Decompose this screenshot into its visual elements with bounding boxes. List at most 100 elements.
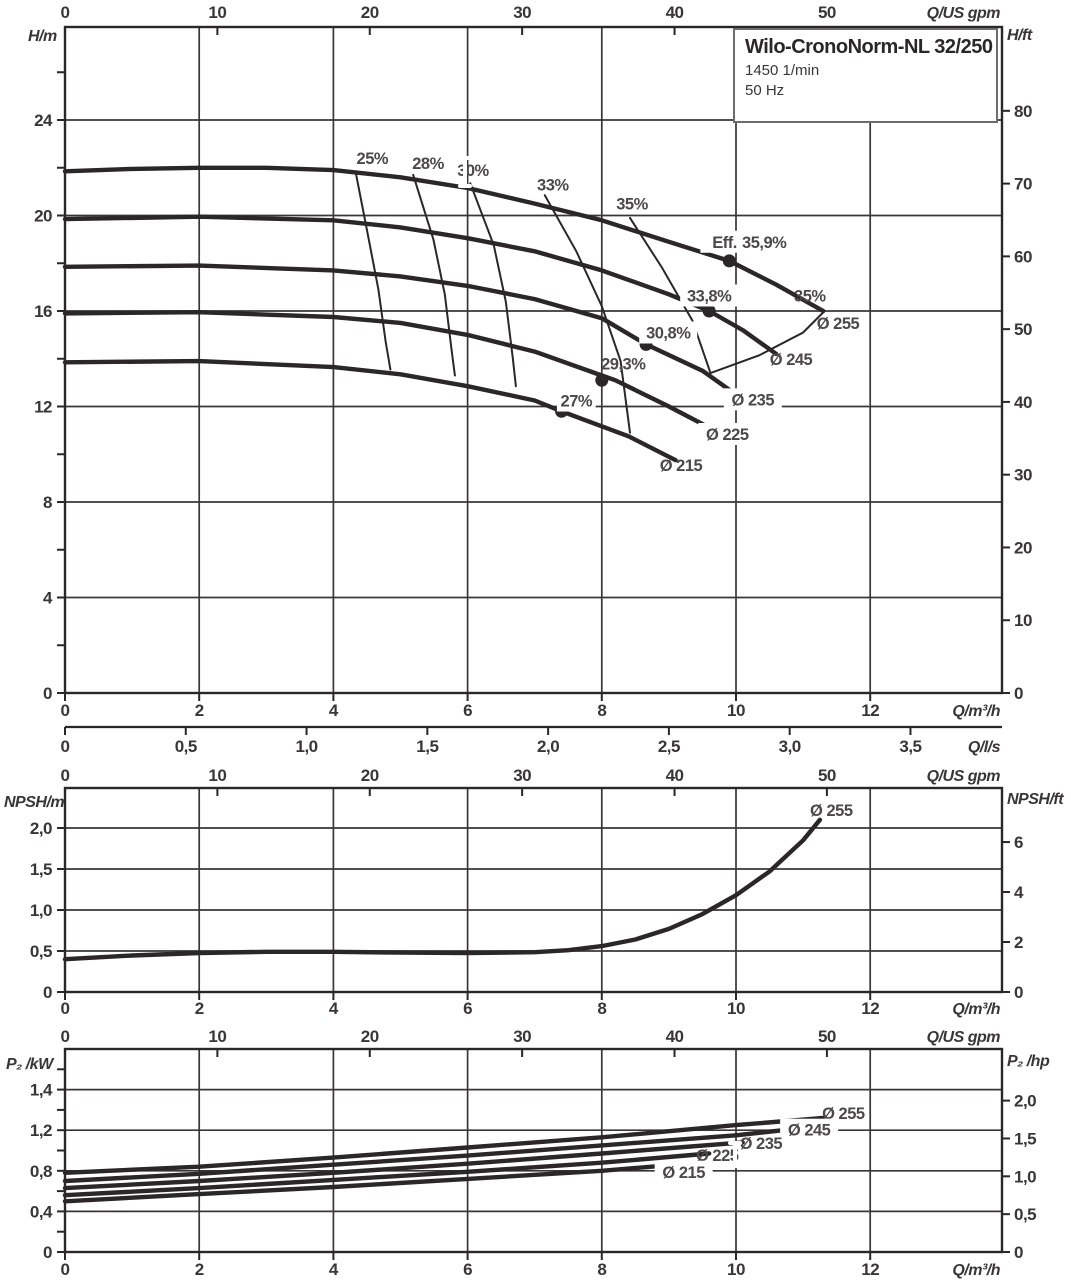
efficiency-point-dot: [702, 304, 716, 318]
annotation-label: 33%: [537, 176, 569, 194]
left-tick-label: 1,0: [30, 901, 52, 920]
bottom-tick-label: 0: [61, 999, 70, 1018]
efficiency-contour: [412, 173, 456, 377]
left-tick-label: 12: [34, 398, 52, 417]
annotation-label: 33,8%: [687, 287, 732, 305]
annotation-label: 30%: [457, 162, 489, 180]
top-tick-label: 10: [208, 3, 226, 22]
right-axis-unit: H/ft: [1007, 27, 1033, 44]
annotation-label: 28%: [412, 155, 444, 173]
top-tick-label: 30: [513, 3, 531, 22]
curve-235: [62, 263, 742, 400]
efficiency-contour: [629, 216, 712, 375]
right-tick-label: 30: [1014, 466, 1032, 485]
annotation-label-box: [780, 1118, 839, 1141]
efficiency-contour: [469, 182, 517, 388]
right-tick-label: 10: [1014, 611, 1032, 630]
bottom-tick-label: 6: [463, 1260, 472, 1279]
annotation-label: Ø 225: [706, 426, 749, 444]
bottom-tick-label: 4: [329, 999, 339, 1018]
bottom-tick-label: 10: [727, 1260, 745, 1279]
ls-tick-label: 3,0: [779, 737, 801, 756]
bottom-tick-label: 2: [195, 701, 204, 720]
efficiency-contour: [709, 310, 826, 375]
top-tick-label: 40: [666, 3, 684, 22]
bottom-tick-label: 12: [861, 701, 879, 720]
bottom-tick-label: 4: [329, 1260, 339, 1279]
ls-axis-unit: Q/l/s: [968, 739, 1001, 756]
left-tick-label: 16: [34, 302, 52, 321]
right-tick-label: 1,5: [1014, 1129, 1036, 1148]
annotation-label: Ø 255: [817, 315, 860, 333]
annotation-label-box: [654, 1160, 713, 1183]
bottom-tick-label: 6: [463, 701, 472, 720]
pump-frequency: 50 Hz: [745, 82, 785, 99]
right-axis-unit: P₂ /hp: [1007, 1053, 1050, 1070]
efficiency-contour: [354, 170, 392, 371]
annotation-label-box: [723, 388, 782, 411]
chart-p2: 0 0,4 0,8 1,2 1,4 P₂ /kW 0 0,5 1,0 1,5 2,0 P₂ /hp 0 1…: [6, 1027, 1050, 1279]
bottom-axis-unit: Q/m³/h: [952, 1262, 1000, 1279]
left-tick-label: 2,0: [30, 819, 52, 838]
bottom-tick-label: 8: [597, 1260, 606, 1279]
right-tick-label: 70: [1014, 175, 1032, 194]
curve-255: [62, 1115, 826, 1175]
left-axis-unit: P₂ /kW: [6, 1056, 55, 1073]
right-tick-label: 2,0: [1014, 1092, 1036, 1111]
right-tick-label: 4: [1014, 883, 1024, 902]
top-tick-label: 50: [818, 1027, 836, 1046]
top-tick-label: 20: [361, 1027, 379, 1046]
right-tick-label: 2: [1014, 933, 1023, 952]
left-tick-label: 0,5: [30, 942, 52, 961]
annotation-label: Ø 255: [810, 802, 853, 820]
right-tick-label: 20: [1014, 538, 1032, 557]
curve-225: [62, 1151, 712, 1198]
top-tick-label: 20: [361, 3, 379, 22]
bottom-axis-unit: Q/m³/h: [952, 703, 1000, 720]
right-tick-label: 50: [1014, 320, 1032, 339]
top-tick-label: 30: [513, 1027, 531, 1046]
title-box: Wilo-CronoNorm-NL 32/250 1450 1/min 50 H…: [733, 28, 998, 123]
annotation-label-box: [556, 389, 596, 412]
curve-245: [62, 1128, 786, 1184]
ls-tick-label: 3,5: [899, 737, 921, 756]
annotation-label: Ø 225: [696, 1147, 739, 1165]
annotation-label: Ø 245: [770, 351, 813, 369]
bottom-tick-label: 8: [597, 701, 606, 720]
bottom-tick-label: 2: [195, 1260, 204, 1279]
top-tick-label: 10: [208, 1027, 226, 1046]
curve-225: [62, 310, 722, 435]
right-tick-label: 60: [1014, 247, 1032, 266]
bottom-tick-label: 2: [195, 999, 204, 1018]
annotation-label-box: [700, 230, 749, 253]
top-tick-label: 10: [208, 766, 226, 785]
curve-245: [62, 214, 779, 357]
bottom-tick-label: 0: [61, 1260, 70, 1279]
left-tick-label: 0,8: [30, 1162, 52, 1181]
text-cursor-artifact: [458, 156, 472, 188]
bottom-axis-unit: Q/m³/h: [952, 1001, 1000, 1018]
bottom-tick-label: 10: [727, 999, 745, 1018]
bottom-tick-label: 8: [597, 999, 606, 1018]
efficiency-point-dot: [722, 254, 736, 268]
curve-235: [62, 1140, 745, 1191]
left-tick-label: 0,4: [30, 1202, 53, 1221]
bottom-tick-label: 10: [727, 701, 745, 720]
annotation-label: Ø 245: [788, 1122, 831, 1140]
left-tick-label: 20: [34, 207, 52, 226]
annotation-label: 35%: [616, 196, 648, 214]
bottom-tick-label: 0: [61, 701, 70, 720]
left-tick-label: 1,5: [30, 860, 52, 879]
top-tick-label: 20: [361, 766, 379, 785]
curve-215: [62, 358, 678, 463]
plot-border: [63, 25, 1004, 695]
annotation-label-box: [698, 422, 757, 445]
right-tick-label: 0: [1014, 684, 1023, 703]
bottom-tick-label: 4: [329, 701, 339, 720]
bottom-tick-label: 6: [463, 999, 472, 1018]
curve-255: [62, 817, 823, 962]
